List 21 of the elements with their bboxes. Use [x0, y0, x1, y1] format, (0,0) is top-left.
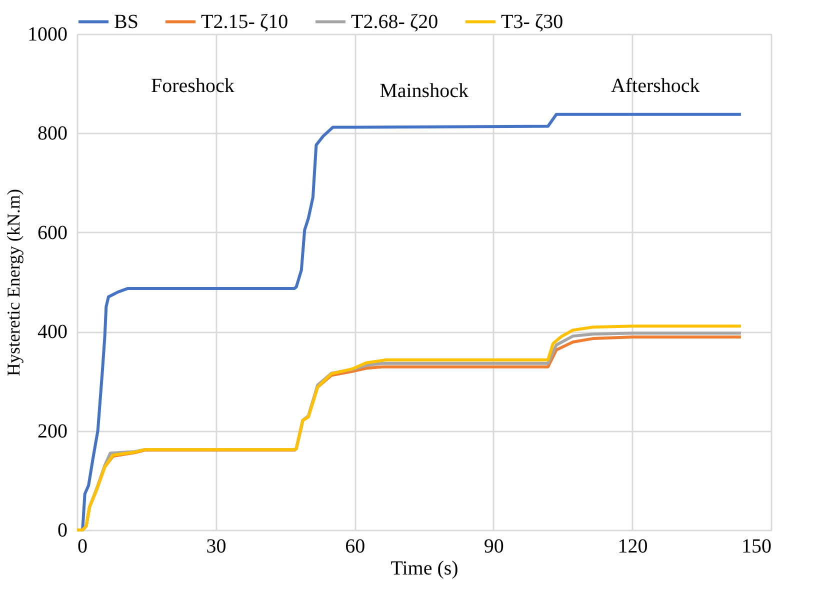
x-tick-label: 150 — [742, 536, 772, 558]
x-tick-label: 0 — [78, 536, 88, 558]
y-tick-label: 1000 — [28, 24, 68, 46]
annotation: Foreshock — [151, 75, 234, 98]
x-tick-label: 90 — [484, 536, 504, 558]
x-tick-label: 60 — [345, 536, 366, 558]
legend-label: T3- ζ30 — [501, 10, 564, 33]
y-tick-label: 200 — [38, 420, 68, 442]
x-axis-title: Time (s) — [390, 558, 458, 580]
y-tick-label: 800 — [38, 122, 68, 145]
annotation: Aftershock — [610, 75, 700, 98]
y-axis-title: Hysteretic Energy (kN.m) — [4, 188, 24, 376]
annotation: Mainshock — [380, 80, 468, 102]
legend-label: T2.15- ζ10 — [201, 10, 288, 33]
x-tick-label: 30 — [206, 536, 226, 558]
x-tick-label: 120 — [618, 536, 648, 558]
y-tick-label: 400 — [38, 321, 68, 344]
y-tick-label: 600 — [38, 222, 68, 244]
legend-label: BS — [114, 10, 138, 33]
legend-label: T2.68- ζ20 — [351, 10, 438, 33]
y-tick-label: 0 — [58, 520, 68, 542]
